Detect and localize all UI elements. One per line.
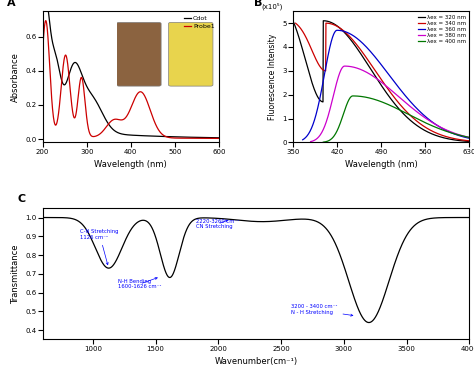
λex = 400 nm [321, 140, 327, 144]
Cdot [40, 15, 46, 20]
Text: 3200 - 3400 cm⁻¹
N - H Stretching: 3200 - 3400 cm⁻¹ N - H Stretching [291, 304, 353, 316]
Line: λex = 340 nm: λex = 340 nm [296, 23, 469, 141]
Probe1 [177, 136, 183, 140]
Probe1 [58, 89, 64, 93]
λex = 380 nm [336, 75, 341, 79]
λex = 360 nm [408, 100, 413, 104]
Cdot [216, 135, 222, 140]
Text: C: C [17, 194, 25, 204]
λex = 400 nm [336, 126, 341, 131]
λex = 380 nm [321, 125, 327, 130]
λex = 380 nm [370, 74, 375, 78]
λex = 360 nm [466, 136, 472, 141]
X-axis label: Wavenumber(cm⁻¹): Wavenumber(cm⁻¹) [214, 357, 298, 366]
Cdot [118, 131, 123, 136]
Line: Cdot: Cdot [43, 0, 219, 138]
λex = 340 nm [321, 68, 327, 73]
λex = 400 nm [370, 97, 375, 101]
Legend: λex = 320 nm, λex = 340 nm, λex = 360 nm, λex = 380 nm, λex = 400 nm: λex = 320 nm, λex = 340 nm, λex = 360 nm… [418, 14, 466, 44]
λex = 400 nm [408, 113, 413, 118]
λex = 320 nm [408, 118, 413, 123]
λex = 380 nm [394, 93, 400, 97]
Line: λex = 400 nm: λex = 400 nm [323, 96, 469, 142]
X-axis label: Wavelength (nm): Wavelength (nm) [94, 160, 167, 169]
Cdot [161, 134, 167, 139]
Probe1 [111, 117, 117, 122]
λex = 380 nm [423, 116, 428, 120]
Line: λex = 380 nm: λex = 380 nm [310, 66, 469, 142]
λex = 320 nm [394, 104, 400, 109]
λex = 360 nm [321, 74, 327, 78]
λex = 320 nm [336, 25, 341, 29]
Text: C-N Stretching
1126 cm⁻¹: C-N Stretching 1126 cm⁻¹ [80, 229, 119, 265]
λex = 360 nm [370, 52, 375, 56]
λex = 400 nm [423, 121, 428, 125]
Y-axis label: Transmittance: Transmittance [10, 244, 19, 304]
λex = 360 nm [394, 83, 400, 87]
λex = 360 nm [336, 28, 341, 32]
λex = 320 nm [321, 19, 327, 23]
Probe1 [216, 136, 222, 141]
λex = 320 nm [290, 19, 296, 23]
λex = 320 nm [370, 70, 375, 75]
Y-axis label: Fluorescence Intensity: Fluorescence Intensity [268, 34, 277, 120]
λex = 340 nm [370, 65, 375, 69]
λex = 340 nm [408, 113, 413, 118]
Text: 2220-3260 cm⁻¹
CN Stretching: 2220-3260 cm⁻¹ CN Stretching [196, 219, 239, 229]
λex = 340 nm [423, 125, 428, 130]
Probe1 [43, 18, 48, 23]
Probe1 [161, 133, 167, 138]
λex = 380 nm [408, 104, 413, 109]
Line: λex = 320 nm: λex = 320 nm [293, 21, 469, 141]
Legend: Cdot, Probe1: Cdot, Probe1 [182, 14, 216, 31]
λex = 340 nm [466, 139, 472, 143]
Line: λex = 360 nm: λex = 360 nm [303, 30, 469, 140]
Cdot [58, 75, 64, 79]
λex = 340 nm [336, 25, 341, 29]
λex = 360 nm [423, 115, 428, 119]
λex = 320 nm [466, 139, 472, 144]
Cdot [181, 135, 186, 139]
λex = 400 nm [394, 106, 400, 111]
λex = 400 nm [466, 135, 472, 140]
Probe1 [40, 48, 46, 53]
X-axis label: Wavelength (nm): Wavelength (nm) [345, 160, 418, 169]
Text: A: A [8, 0, 16, 8]
λex = 320 nm [423, 129, 428, 133]
λex = 380 nm [466, 135, 472, 140]
Probe1 [118, 117, 123, 122]
λex = 340 nm [394, 98, 400, 103]
Line: Probe1: Probe1 [43, 21, 219, 138]
Text: B: B [254, 0, 263, 8]
Text: (x10⁵): (x10⁵) [261, 2, 283, 10]
Probe1 [181, 136, 186, 140]
Cdot [111, 128, 117, 132]
Text: N-H Bending
1600-1626 cm⁻¹: N-H Bending 1600-1626 cm⁻¹ [118, 278, 161, 289]
Cdot [177, 135, 183, 139]
Y-axis label: Absorbance: Absorbance [10, 52, 19, 102]
